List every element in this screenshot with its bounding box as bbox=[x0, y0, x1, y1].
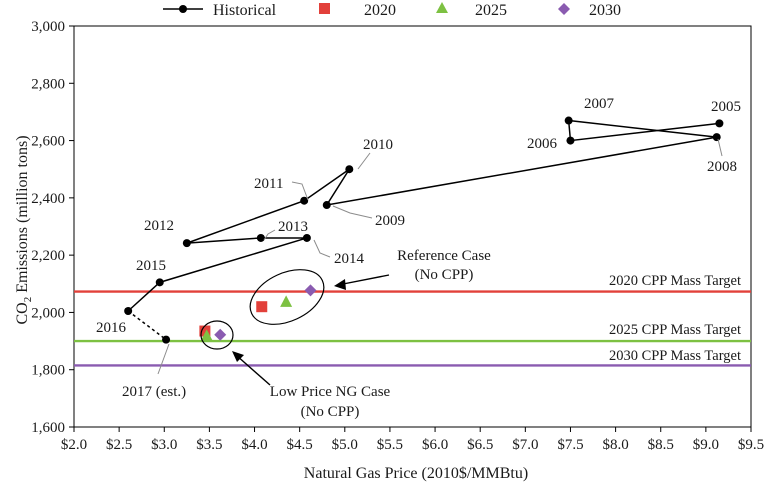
x-tick-label: $3.0 bbox=[151, 437, 177, 453]
reference-case-subtext: (No CPP) bbox=[415, 267, 474, 283]
reference-arrow-head bbox=[334, 279, 346, 290]
label-2007: 2007 bbox=[584, 96, 615, 112]
x-tick-label: $7.5 bbox=[557, 437, 583, 453]
x-tick-label: $6.5 bbox=[467, 437, 493, 453]
leader-2008 bbox=[717, 138, 723, 157]
historical-point bbox=[300, 196, 309, 205]
estimate-point bbox=[162, 335, 171, 344]
label-2015: 2015 bbox=[136, 258, 166, 274]
legend-2020-label: 2020 bbox=[364, 2, 396, 19]
label-2014: 2014 bbox=[334, 251, 365, 267]
x-tick-label: $2.0 bbox=[61, 437, 87, 453]
legend-historical-label: Historical bbox=[213, 2, 277, 19]
x-tick-label: $2.5 bbox=[106, 437, 132, 453]
scenario-series bbox=[199, 284, 317, 341]
target-2030-label: 2030 CPP Mass Target bbox=[609, 348, 741, 364]
low-price-arrow-line bbox=[235, 354, 271, 386]
leader-2009 bbox=[332, 205, 373, 219]
x-tick-label: $4.5 bbox=[287, 437, 313, 453]
low-price-ng-case-ellipse bbox=[200, 320, 234, 350]
historical-point bbox=[124, 306, 133, 315]
plot-area bbox=[73, 25, 752, 428]
historical-point bbox=[322, 201, 331, 210]
legend-2025-marker bbox=[436, 2, 448, 13]
scenario-point-2020 bbox=[256, 301, 268, 313]
annotations: Reference Case (No CPP) Low Price NG Cas… bbox=[232, 248, 491, 420]
low-price-case-text: Low Price NG Case bbox=[270, 384, 391, 400]
low-price-arrow-head bbox=[232, 351, 244, 362]
label-2011: 2011 bbox=[254, 176, 283, 192]
y-axis-title: CO2 Emissions (million tons) bbox=[14, 135, 34, 324]
legend-historical-marker bbox=[179, 5, 187, 13]
legend-2030-label: 2030 bbox=[589, 2, 621, 19]
label-2012: 2012 bbox=[144, 218, 174, 234]
y-tick-label: 1,800 bbox=[31, 363, 65, 379]
label-2016: 2016 bbox=[96, 320, 127, 336]
x-tick-label: $3.5 bbox=[196, 437, 222, 453]
y-axis-title-subscript: 2 bbox=[22, 297, 34, 303]
historical-point bbox=[256, 233, 265, 242]
leader-2011 bbox=[291, 181, 309, 201]
historical-point bbox=[345, 165, 354, 174]
legend-2020-marker bbox=[319, 3, 330, 14]
label-2013: 2013 bbox=[278, 219, 308, 235]
legend-2025-label: 2025 bbox=[475, 2, 507, 19]
x-tick-label: $5.0 bbox=[332, 437, 358, 453]
historical-point bbox=[302, 233, 311, 242]
legend: Historical 2020 2025 2030 bbox=[163, 2, 621, 19]
target-lines bbox=[74, 290, 751, 367]
x-tick-label: $9.5 bbox=[738, 437, 764, 453]
estimate-line bbox=[127, 310, 167, 341]
label-2005: 2005 bbox=[711, 99, 741, 115]
y-tick-label: 2,400 bbox=[31, 191, 65, 207]
leader-2017 bbox=[157, 343, 170, 375]
y-tick-label: 2,800 bbox=[31, 76, 65, 92]
y-tick-label: 1,600 bbox=[31, 420, 65, 436]
x-tick-label: $6.0 bbox=[422, 437, 448, 453]
scenario-point-2030 bbox=[304, 284, 317, 297]
x-tick-label: $5.5 bbox=[377, 437, 403, 453]
leader-2013 bbox=[263, 229, 276, 241]
x-tick-label: $7.0 bbox=[512, 437, 538, 453]
historical-point bbox=[566, 136, 575, 145]
historical-point bbox=[564, 116, 573, 125]
reference-case-text: Reference Case bbox=[397, 248, 491, 264]
historical-point bbox=[182, 239, 191, 248]
scenario-point-2025 bbox=[280, 295, 293, 307]
x-tick-label: $8.5 bbox=[648, 437, 674, 453]
label-leaders bbox=[157, 138, 723, 375]
leader-2014 bbox=[313, 239, 331, 258]
point-labels: 2005 2006 2007 2008 2009 2010 2011 2012 … bbox=[96, 96, 741, 400]
low-price-case-subtext: (No CPP) bbox=[301, 404, 360, 420]
label-2006: 2006 bbox=[527, 136, 558, 152]
historical-series bbox=[124, 116, 724, 344]
legend-2030-marker bbox=[558, 3, 570, 15]
y-tick-label: 3,000 bbox=[31, 19, 65, 35]
scenario-point-2020 bbox=[199, 325, 211, 337]
label-2009: 2009 bbox=[375, 213, 405, 229]
x-tick-label: $4.0 bbox=[241, 437, 267, 453]
reference-case-ellipse bbox=[249, 269, 325, 325]
reference-arrow-line bbox=[337, 274, 390, 286]
x-axis-title: Natural Gas Price (2010$/MMBtu) bbox=[304, 465, 528, 482]
axis-ticks: $2.0 $2.5 $3.0 $3.5 $4.0 $4.5 $5.0 $5.5 $6.0 $6.5… bbox=[31, 19, 764, 453]
scenario-point-2030 bbox=[214, 328, 227, 341]
historical-point bbox=[155, 278, 164, 287]
scenario-point-2025 bbox=[200, 329, 213, 341]
label-2010: 2010 bbox=[363, 137, 393, 153]
label-2008: 2008 bbox=[707, 159, 737, 175]
historical-point bbox=[712, 133, 721, 142]
leader-2010 bbox=[357, 152, 371, 170]
x-tick-label: $8.0 bbox=[602, 437, 628, 453]
y-tick-label: 2,000 bbox=[31, 305, 65, 321]
y-tick-label: 2,600 bbox=[31, 134, 65, 150]
label-2017-est: 2017 (est.) bbox=[122, 384, 186, 400]
target-2025-label: 2025 CPP Mass Target bbox=[609, 322, 741, 338]
y-tick-label: 2,200 bbox=[31, 248, 65, 264]
x-tick-label: $9.0 bbox=[693, 437, 719, 453]
target-2020-label: 2020 CPP Mass Target bbox=[609, 273, 741, 289]
historical-point bbox=[715, 119, 724, 128]
